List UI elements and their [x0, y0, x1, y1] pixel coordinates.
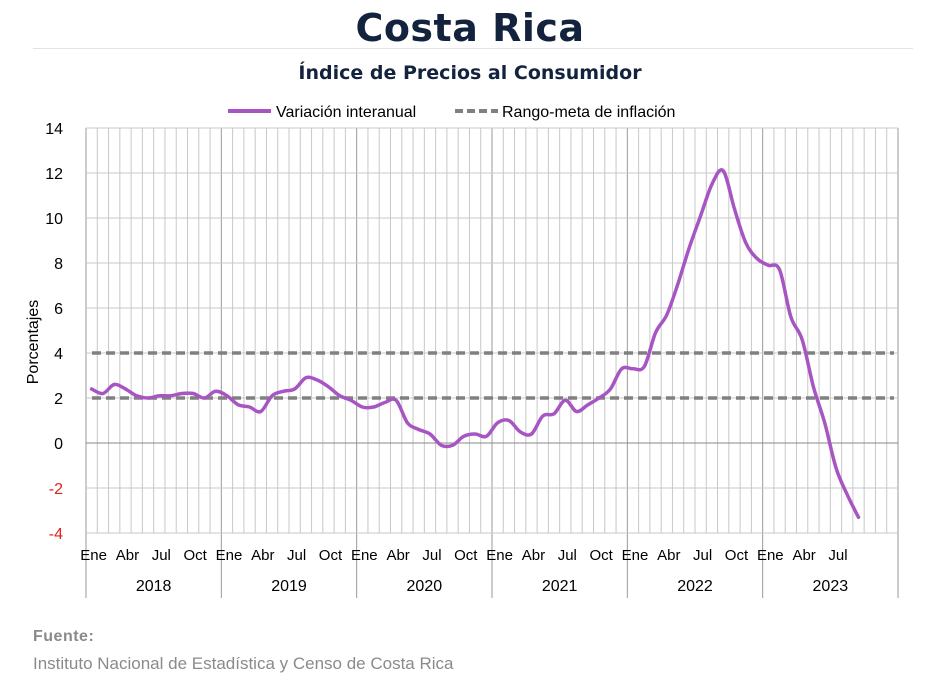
x-tick-label: Abr	[657, 547, 680, 564]
x-tick-label: Jul	[152, 547, 171, 564]
x-tick-label: Ene	[622, 547, 649, 564]
x-tick-label: Jul	[693, 547, 712, 564]
x-tick-label: Oct	[454, 547, 478, 564]
chart-subtitle: Índice de Precios al Consumidor	[298, 62, 642, 84]
x-tick-label: Ene	[486, 547, 513, 564]
x-tick-label: Oct	[589, 547, 613, 564]
y-tick-label: 2	[54, 391, 63, 408]
y-tick-label: 12	[45, 166, 63, 183]
x-tick-label: Ene	[351, 547, 378, 564]
x-tick-label: Abr	[386, 547, 409, 564]
x-tick-labels: Ene Abr Jul Oct Ene Abr Jul Oct Ene Abr Jul Oct Ene A…	[80, 547, 847, 564]
x-tick-label: Jul	[558, 547, 577, 564]
x-tick-label: Abr	[522, 547, 545, 564]
x-tick-label: Abr	[251, 547, 274, 564]
year-label: 2021	[542, 578, 578, 595]
x-tick-label: Ene	[216, 547, 243, 564]
x-tick-label: Oct	[183, 547, 207, 564]
year-label: 2018	[136, 578, 172, 595]
title-divider	[33, 48, 913, 49]
x-tick-label: Jul	[828, 547, 847, 564]
y-tick-label: 6	[54, 301, 63, 318]
chart-title: Costa Rica	[355, 6, 585, 50]
y-tick-label: 8	[54, 256, 63, 273]
y-tick-label: -4	[49, 526, 63, 543]
x-tick-label: Jul	[422, 547, 441, 564]
year-label: 2023	[813, 578, 849, 595]
legend-label: Rango-meta de inflación	[502, 104, 675, 121]
x-tick-label: Ene	[757, 547, 784, 564]
series-group	[89, 168, 894, 520]
vertical-gridlines	[85, 128, 899, 598]
x-tick-label: Ene	[80, 547, 107, 564]
y-tick-label: 10	[45, 211, 63, 228]
x-tick-label: Abr	[792, 547, 815, 564]
x-tick-label: Abr	[116, 547, 139, 564]
source-text: Instituto Nacional de Estadística y Cens…	[33, 654, 454, 673]
series-line-variacion-interanual	[89, 168, 861, 520]
x-tick-label: Oct	[725, 547, 749, 564]
y-tick-label: 4	[54, 346, 63, 363]
year-label: 2022	[677, 578, 713, 595]
source-label: Fuente:	[33, 628, 95, 645]
line-chart: -4 -2 0 2 4 6 8 10 12 14 Ene Abr Jul Oct Ene Abr Jul Oct…	[25, 104, 899, 598]
y-tick-label: 14	[45, 121, 63, 138]
y-tick-label: -2	[49, 481, 63, 498]
y-axis-label: Porcentajes	[25, 300, 42, 385]
y-tick-labels: -4 -2 0 2 4 6 8 10 12 14	[45, 121, 63, 543]
year-labels: 2018 2019 2020 2021 2022 2023	[136, 578, 848, 595]
year-label: 2020	[407, 578, 443, 595]
year-label: 2019	[271, 578, 307, 595]
x-tick-label: Jul	[287, 547, 306, 564]
legend-label: Variación interanual	[276, 104, 416, 121]
x-tick-label: Oct	[319, 547, 343, 564]
legend: Variación interanual Rango-meta de inflac…	[228, 104, 675, 121]
y-tick-label: 0	[54, 436, 63, 453]
